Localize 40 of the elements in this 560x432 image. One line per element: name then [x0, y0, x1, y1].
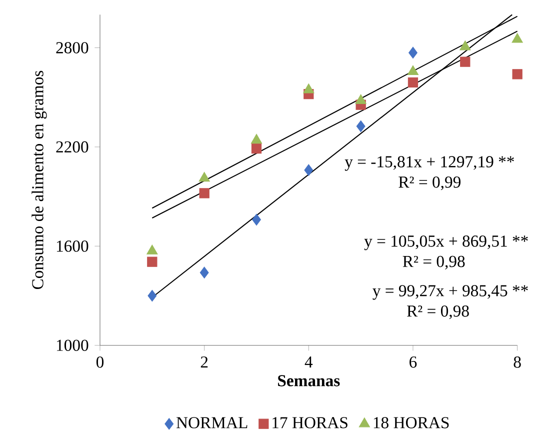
point — [303, 83, 314, 94]
point — [512, 33, 523, 43]
x-tick-label: 4 — [304, 356, 313, 368]
legend-label: NORMAL — [176, 417, 248, 428]
point — [251, 144, 262, 154]
y-tick-label: 1600 — [56, 240, 88, 252]
point — [460, 56, 470, 67]
y-tick-label: 1000 — [56, 340, 88, 351]
point — [460, 40, 471, 50]
x-axis-title: Semanas — [278, 375, 340, 386]
y-tick-label: 2800 — [56, 42, 88, 54]
point — [355, 94, 366, 104]
point — [148, 290, 157, 302]
x-tick-label: 8 — [514, 356, 521, 368]
x-tick-label: 0 — [96, 356, 104, 368]
annotation: y = 105,05x + 869,51 ** — [364, 235, 528, 250]
point — [198, 172, 210, 182]
legend-label: 18 HORAS — [374, 417, 449, 428]
y-axis-title: Consumo de alimento en gramos — [32, 70, 47, 290]
point — [252, 214, 261, 226]
point — [250, 134, 262, 144]
point — [407, 65, 419, 76]
point — [146, 244, 158, 254]
point — [199, 188, 210, 198]
x-tick-label: 6 — [410, 356, 417, 368]
point — [408, 46, 418, 59]
annotation: y = 99,27x + 985,45 ** — [372, 285, 528, 300]
annotation: y = -15,81x + 1297,19 ** — [344, 156, 514, 171]
point — [356, 120, 366, 132]
point — [408, 77, 418, 88]
x-tick-label: 2 — [200, 356, 208, 368]
annotation: R² = 0,99 — [398, 176, 460, 190]
annotation: R² = 0,98 — [402, 256, 465, 270]
point — [147, 256, 158, 267]
point — [304, 164, 314, 176]
legend-label: 17 HORAS — [272, 417, 348, 428]
point — [200, 266, 209, 278]
annotation: R² = 0,98 — [407, 305, 469, 320]
point — [512, 69, 522, 80]
y-tick-label: 2200 — [56, 141, 88, 153]
